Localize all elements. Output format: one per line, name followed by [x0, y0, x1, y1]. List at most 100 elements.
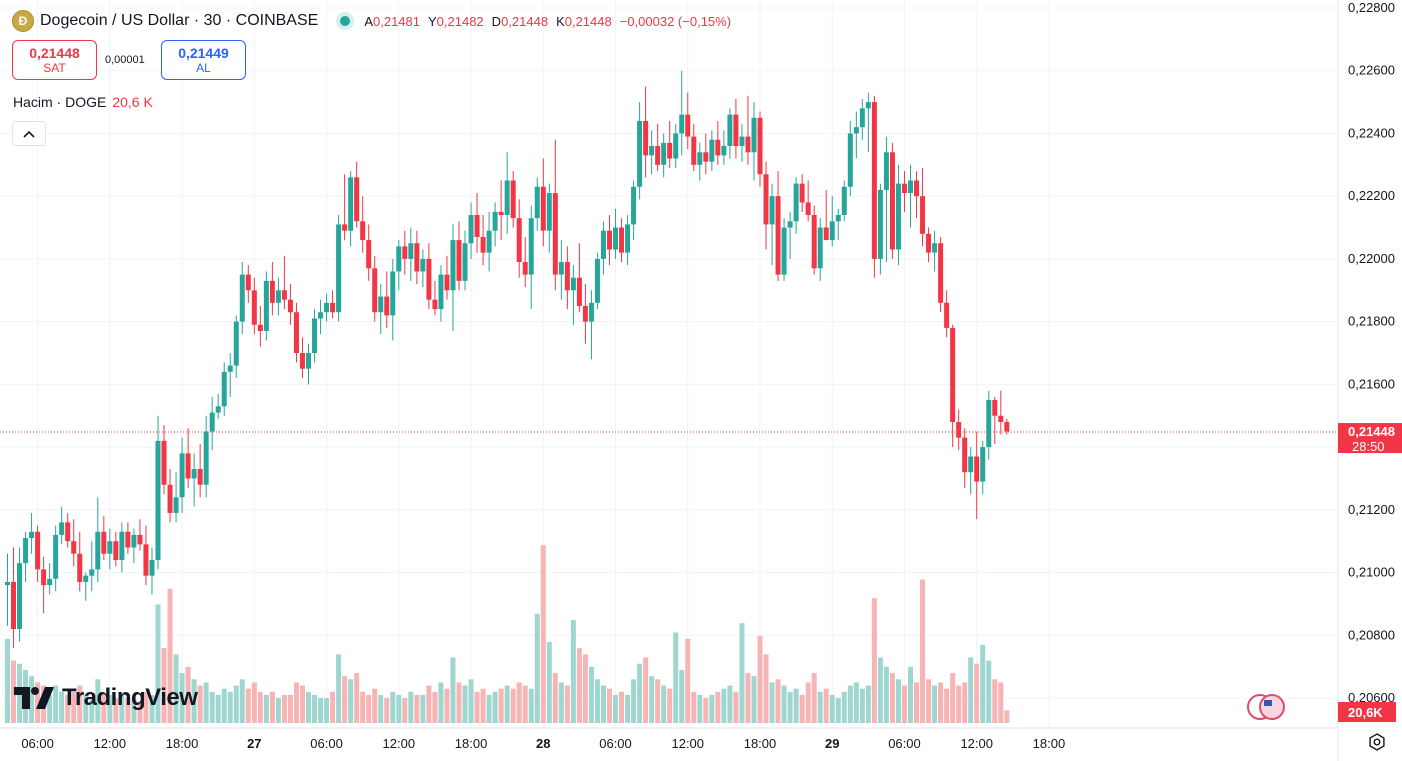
volume-bar [372, 688, 378, 723]
candle-body [396, 246, 402, 272]
volume-bar [113, 698, 119, 723]
candle-body [348, 177, 354, 231]
ohlc-high-value: 0,21482 [436, 13, 484, 29]
volume-bar [119, 694, 125, 723]
volume-bar [318, 698, 324, 723]
volume-bar [83, 694, 89, 723]
candle [378, 284, 384, 335]
candle-body [697, 152, 703, 165]
candle [173, 472, 179, 523]
volume-bar [745, 673, 751, 723]
volume-bar [901, 685, 907, 723]
candle-body [113, 541, 119, 560]
volume-bar [914, 682, 920, 723]
volume-bar [883, 666, 889, 723]
volume-bar [986, 660, 992, 723]
candle-body [209, 412, 215, 432]
candle [299, 337, 305, 379]
candle-body [619, 227, 625, 253]
candle-body [450, 240, 456, 291]
candle-body [895, 183, 901, 250]
settings-gear-icon[interactable] [1366, 731, 1388, 753]
candle-body [390, 271, 396, 316]
candle [799, 174, 805, 212]
candle-body [77, 553, 83, 582]
candle [637, 102, 643, 200]
volume-bar [396, 694, 402, 723]
volume-bar [245, 688, 251, 723]
candle [131, 528, 137, 564]
volume-bar [649, 676, 655, 723]
candle-body [420, 258, 426, 272]
candle [847, 120, 853, 197]
volume-bar [534, 613, 540, 723]
buy-button[interactable]: 0,21449 AL [161, 40, 246, 80]
candle-body [486, 230, 492, 253]
candle-body [968, 456, 974, 473]
candle-body [83, 575, 89, 582]
time-axis[interactable]: 06:00 12:00 18:00 27 06:00 12:00 18:00 28 06:00 1… [21, 736, 1065, 751]
candle-body [570, 277, 576, 291]
candle-body [233, 321, 239, 366]
volume-bar [661, 685, 667, 723]
candle-body [607, 230, 612, 250]
collapse-legend-button[interactable] [12, 121, 46, 146]
symbol-title[interactable]: Dogecoin / US Dollar · 30 · COINBASE [40, 12, 319, 29]
volume-bar [588, 666, 594, 723]
candle [47, 563, 53, 595]
candle [125, 522, 131, 554]
candle [53, 525, 59, 592]
candle [65, 512, 71, 548]
volume-bar [631, 679, 637, 723]
candle [312, 309, 318, 363]
candle [962, 428, 968, 488]
price-axis[interactable]: 0,22800 0,22600 0,22400 0,22200 0,22000 0,218… [1348, 0, 1395, 705]
candle-body [191, 469, 197, 479]
tradingview-logo[interactable]: TradingView [14, 684, 198, 712]
volume-bar [570, 620, 576, 723]
flag-icons[interactable] [1247, 694, 1285, 720]
volume-bar [510, 688, 516, 723]
time-tick-label: 06:00 [21, 736, 54, 751]
candle [462, 230, 468, 291]
candle [113, 531, 119, 567]
volume-bar [378, 694, 384, 723]
candle-body [1004, 422, 1010, 432]
sell-button[interactable]: 0,21448 SAT [12, 40, 97, 80]
volume-legend[interactable]: Hacim · DOGE 20,6 K [13, 94, 153, 110]
candle [510, 171, 516, 228]
candle-body [35, 531, 41, 570]
candle [456, 221, 462, 291]
sell-price: 0,21448 [29, 45, 80, 61]
volume-bar [125, 698, 131, 723]
candle-body [721, 146, 727, 156]
candle [685, 92, 691, 150]
candle-body [318, 312, 324, 319]
candle [161, 425, 167, 495]
candle [895, 164, 901, 266]
candle-body [679, 114, 685, 134]
ohlc-change: −0,00032 (−0,15%) [619, 13, 732, 29]
candle [468, 202, 474, 259]
volume-bar [239, 679, 245, 723]
volume-bar [607, 688, 612, 723]
ohlc-open-key: A [364, 13, 373, 29]
candle [384, 271, 390, 328]
candle-body [251, 290, 257, 325]
gear-icon [1369, 733, 1385, 751]
volume-bar [402, 698, 408, 723]
volume-bar [444, 688, 450, 723]
volume-bar [811, 673, 817, 723]
candle-body [673, 133, 679, 159]
candle [817, 218, 823, 281]
candle [751, 102, 757, 181]
candle-body [847, 133, 853, 187]
dogecoin-icon: Ð [12, 10, 34, 32]
volume-bar [185, 666, 191, 723]
candle-body [312, 318, 318, 353]
candle-body [71, 541, 77, 554]
candle-body [378, 296, 384, 313]
candle-body [655, 146, 661, 165]
volume-bar [426, 685, 432, 723]
